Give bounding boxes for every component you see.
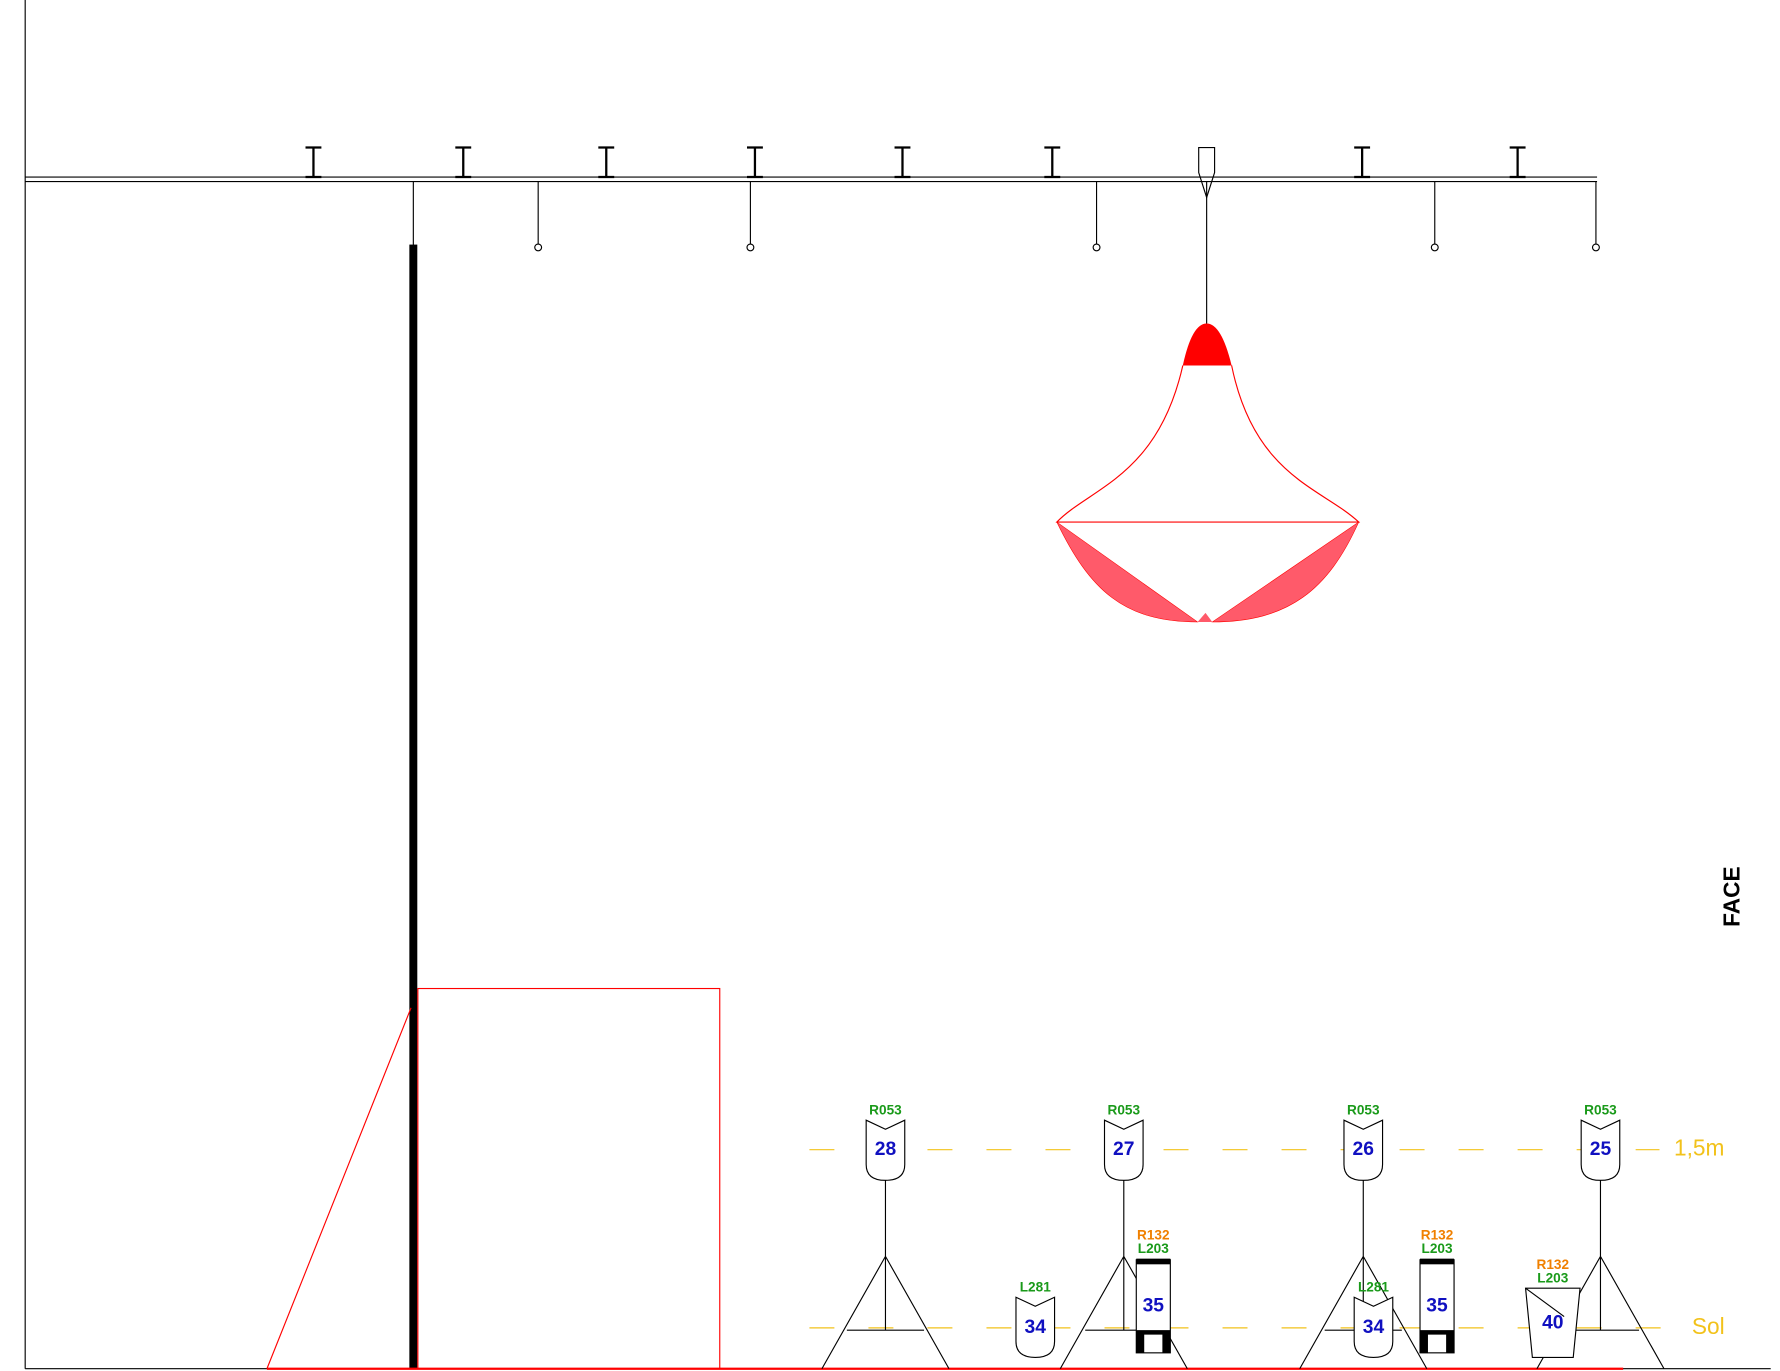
hook-ring (1092, 243, 1101, 252)
fixture-number: 35 (1143, 1295, 1165, 1316)
spotlight (865, 1119, 906, 1181)
hook-ring (534, 243, 543, 252)
hook-ring (1591, 243, 1600, 252)
fixture-number: 34 (1363, 1317, 1385, 1338)
floor-light-bar (1136, 1258, 1171, 1265)
gel-label: R053 (1108, 1103, 1141, 1118)
i-beam (1044, 146, 1061, 179)
gel-label: R053 (1584, 1103, 1617, 1118)
i-beam (1509, 146, 1526, 179)
brace (266, 1007, 412, 1369)
chandelier-body (1055, 365, 1361, 523)
chandelier-shade (1211, 521, 1360, 623)
floor-light (1015, 1296, 1056, 1358)
chandelier-cap (1182, 323, 1232, 366)
i-beam (305, 146, 322, 179)
fixture-number: 40 (1542, 1312, 1563, 1333)
hook-ring (746, 243, 755, 252)
fixture-number: 26 (1353, 1139, 1375, 1160)
gel-label: R053 (1347, 1103, 1380, 1118)
fixture-number: 27 (1113, 1139, 1134, 1160)
fixture-number: 28 (875, 1139, 897, 1160)
gel-label: L203 (1422, 1241, 1453, 1256)
fixtures: R05328R05327R05326R05325L28134R132L20335… (821, 1103, 1665, 1370)
i-beam (455, 146, 472, 179)
gel-label: L203 (1138, 1241, 1169, 1256)
level-label: Sol (1692, 1313, 1725, 1339)
i-beam (746, 146, 763, 179)
level-label: 1,5m (1674, 1135, 1724, 1161)
tripod (1299, 1180, 1428, 1370)
beams (305, 146, 1600, 252)
tripod (1059, 1180, 1188, 1370)
gel-label: L281 (1020, 1280, 1051, 1295)
spotlight (1580, 1119, 1621, 1181)
side-label: FACE (1718, 866, 1744, 927)
gel-label: R053 (869, 1103, 902, 1118)
floor-light (1524, 1287, 1581, 1358)
fixture-number: 35 (1426, 1295, 1448, 1316)
gel-label: R132 (1137, 1228, 1170, 1243)
i-beam (598, 146, 615, 179)
chandelier (1055, 323, 1361, 623)
chandelier-shade (1056, 521, 1199, 623)
flat (417, 987, 721, 1370)
hook-ring (1430, 243, 1439, 252)
floor-light-base (1420, 1330, 1455, 1353)
floor-light (1353, 1296, 1394, 1358)
i-beam (1354, 146, 1371, 179)
fixture-number: 25 (1590, 1139, 1612, 1160)
fixture-number: 34 (1025, 1317, 1047, 1338)
gel-label: R132 (1537, 1257, 1570, 1272)
gel-label: L203 (1537, 1271, 1568, 1286)
hook (1198, 146, 1216, 200)
gel-label: R132 (1421, 1228, 1454, 1243)
tripod (821, 1180, 950, 1370)
pole (409, 244, 418, 1370)
chandelier-shade (1197, 612, 1213, 622)
floor-light-base (1136, 1330, 1171, 1353)
i-beam (894, 146, 911, 179)
floor-light-bar (1420, 1258, 1455, 1265)
spotlight (1103, 1119, 1144, 1181)
gel-label: L281 (1358, 1280, 1389, 1295)
set-piece (266, 987, 1624, 1370)
spotlight (1343, 1119, 1384, 1181)
